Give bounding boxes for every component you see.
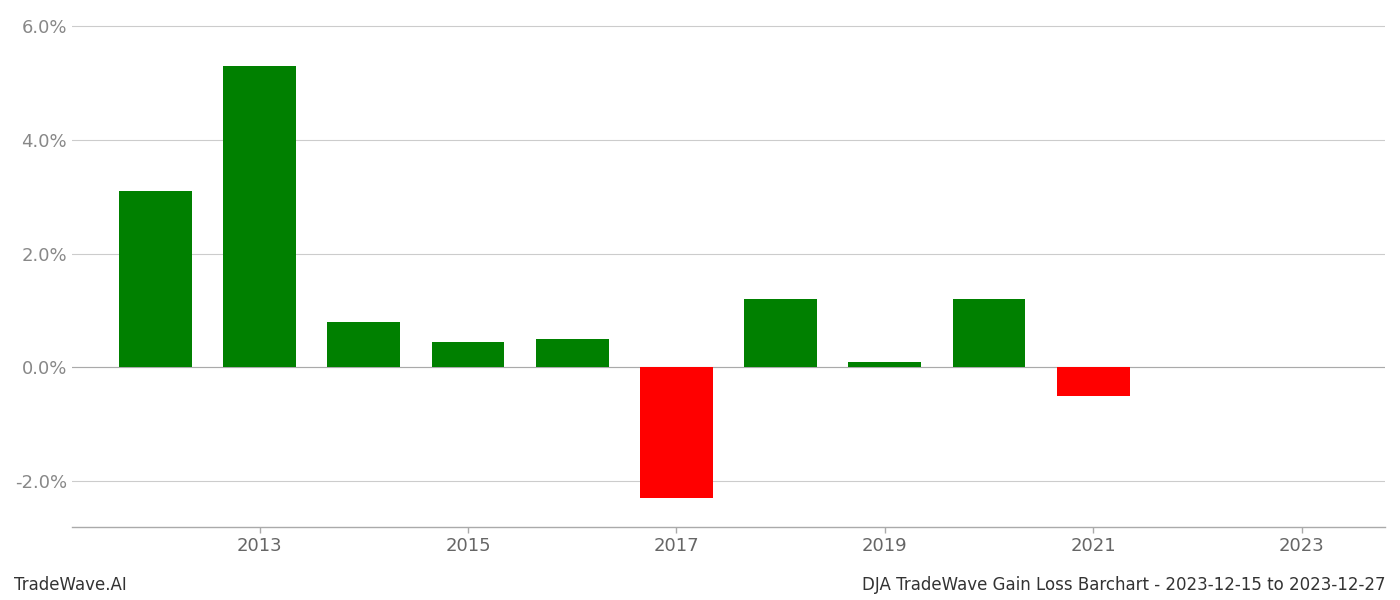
Bar — [431, 342, 504, 367]
Text: DJA TradeWave Gain Loss Barchart - 2023-12-15 to 2023-12-27: DJA TradeWave Gain Loss Barchart - 2023-… — [862, 576, 1386, 594]
Bar — [223, 66, 295, 367]
Bar — [848, 362, 921, 367]
Bar — [640, 367, 713, 498]
Bar — [536, 339, 609, 367]
Text: TradeWave.AI: TradeWave.AI — [14, 576, 127, 594]
Bar — [119, 191, 192, 367]
Bar — [952, 299, 1025, 367]
Bar — [1057, 367, 1130, 396]
Bar — [745, 299, 818, 367]
Bar — [328, 322, 400, 367]
